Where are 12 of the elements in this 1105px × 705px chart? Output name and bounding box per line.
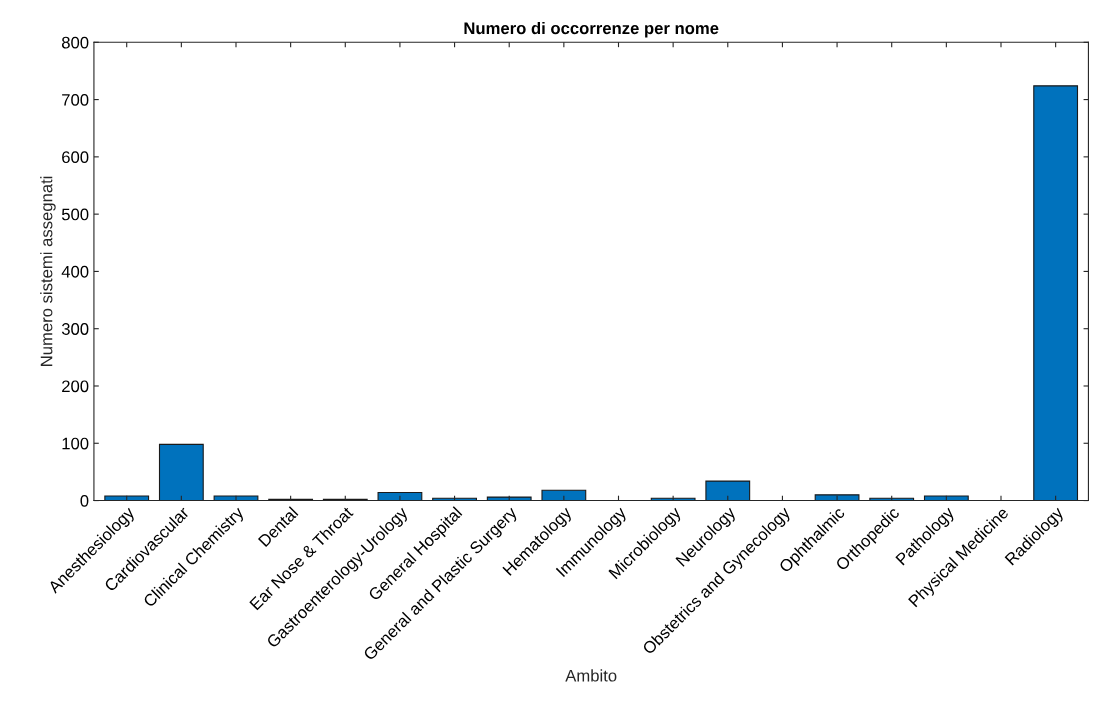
- y-tick-label: 200: [62, 380, 89, 393]
- chart-title: Numero di occorrenze per nome: [464, 21, 719, 38]
- y-tick-label: 100: [62, 437, 89, 450]
- y-axis-title: Numero sistemi assegnati: [40, 176, 56, 366]
- y-tick-label: 700: [62, 93, 89, 106]
- x-axis-title: Ambito: [565, 669, 617, 682]
- y-tick-label: 500: [61, 208, 89, 221]
- y-tick-label: 400: [61, 265, 89, 278]
- y-tick-label: 0: [80, 494, 89, 507]
- y-tick-label: 800: [61, 36, 89, 49]
- y-tick-label: 600: [62, 151, 89, 164]
- y-tick-label: 300: [61, 323, 89, 335]
